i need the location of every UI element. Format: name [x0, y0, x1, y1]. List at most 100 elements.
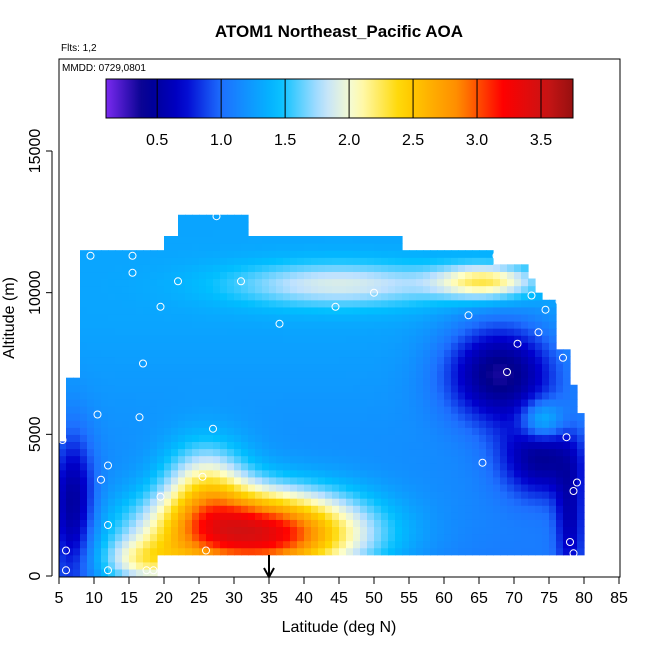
heatmap-cell: [304, 398, 312, 407]
heatmap-cell: [556, 483, 564, 492]
heatmap-cell: [136, 441, 144, 450]
heatmap-cell: [493, 306, 501, 315]
heatmap-cell: [339, 455, 347, 464]
heatmap-cell: [500, 547, 508, 556]
heatmap-cell: [290, 441, 298, 450]
heatmap-cell: [388, 491, 396, 499]
heatmap-cell: [535, 519, 543, 528]
heatmap-cell: [402, 257, 410, 265]
heatmap-cell: [164, 313, 172, 322]
heatmap-cell: [283, 243, 291, 251]
observation-point: [527, 291, 536, 300]
heatmap-cell: [94, 519, 102, 528]
heatmap-cell: [157, 483, 165, 492]
heatmap-cell: [367, 413, 375, 421]
heatmap-cell: [122, 271, 130, 280]
heatmap-cell: [528, 299, 536, 308]
heatmap-cell: [458, 512, 466, 520]
heatmap-cell: [304, 278, 312, 287]
heatmap-cell: [493, 391, 501, 400]
heatmap-cell: [549, 420, 557, 428]
heatmap-cell: [150, 292, 158, 301]
heatmap-cell: [199, 505, 207, 513]
heatmap-cell: [94, 455, 102, 464]
heatmap-cell: [304, 363, 312, 372]
heatmap-cell: [479, 391, 487, 400]
heatmap-cell: [122, 264, 130, 273]
heatmap-cell: [409, 285, 417, 294]
heatmap-cell: [297, 398, 305, 407]
heatmap-cell: [549, 328, 557, 336]
heatmap-cell: [108, 568, 116, 577]
heatmap-cell: [220, 398, 228, 407]
heatmap-cell: [269, 476, 277, 485]
heatmap-cell: [255, 398, 263, 407]
heatmap-cell: [220, 547, 228, 556]
heatmap-cell: [129, 257, 137, 265]
heatmap-cell: [374, 278, 382, 287]
heatmap-cell: [325, 285, 333, 294]
heatmap-cell: [493, 427, 501, 435]
heatmap-cell: [339, 257, 347, 265]
heatmap-cell: [73, 377, 81, 386]
heatmap-cell: [290, 356, 298, 365]
heatmap-cell: [472, 512, 480, 520]
heatmap-cell: [185, 540, 193, 549]
heatmap-cell: [479, 328, 487, 336]
heatmap-cell: [423, 257, 431, 265]
heatmap-cell: [143, 540, 151, 549]
heatmap-cell: [115, 561, 123, 570]
x-tick-label: 50: [365, 590, 383, 607]
heatmap-cell: [129, 455, 137, 464]
heatmap-cell: [479, 420, 487, 428]
heatmap-cell: [395, 533, 403, 542]
heatmap-cell: [374, 285, 382, 294]
heatmap-cell: [563, 349, 571, 358]
heatmap-cell: [248, 483, 256, 492]
heatmap-cell: [325, 441, 333, 450]
heatmap-cell: [556, 413, 564, 421]
heatmap-cell: [472, 356, 480, 365]
heatmap-cell: [472, 526, 480, 535]
heatmap-cell: [395, 243, 403, 251]
heatmap-cell: [339, 335, 347, 343]
heatmap-cell: [108, 427, 116, 435]
heatmap-cell: [472, 462, 480, 471]
heatmap-cell: [409, 483, 417, 492]
heatmap-cell: [311, 491, 319, 499]
heatmap-cell: [549, 342, 557, 350]
heatmap-cell: [178, 526, 186, 535]
heatmap-cell: [101, 554, 109, 563]
heatmap-cell: [416, 469, 424, 478]
heatmap-cell: [500, 335, 508, 343]
heatmap-cell: [507, 434, 515, 443]
heatmap-cell: [248, 377, 256, 386]
heatmap-cell: [80, 512, 88, 520]
heatmap-cell: [94, 363, 102, 372]
heatmap-cell: [276, 342, 284, 350]
heatmap-cell: [157, 448, 165, 457]
heatmap-cell: [570, 398, 578, 407]
heatmap-cell: [325, 526, 333, 535]
heatmap-cell: [220, 321, 228, 329]
heatmap-cell: [276, 491, 284, 499]
heatmap-cell: [339, 406, 347, 414]
heatmap-cell: [87, 356, 95, 365]
heatmap-cell: [430, 505, 438, 513]
y-tick-label: 15000: [27, 129, 44, 174]
heatmap-cell: [500, 491, 508, 499]
heatmap-cell: [339, 236, 347, 244]
heatmap-cell: [136, 342, 144, 350]
heatmap-cell: [514, 321, 522, 329]
heatmap-cell: [395, 257, 403, 265]
heatmap-cell: [283, 448, 291, 457]
heatmap-cell: [206, 462, 214, 471]
heatmap-cell: [276, 519, 284, 528]
heatmap-cell: [304, 377, 312, 386]
heatmap-cell: [171, 313, 179, 322]
heatmap-cell: [185, 221, 193, 230]
heatmap-cell: [479, 264, 487, 273]
heatmap-cell: [353, 413, 361, 421]
heatmap-cell: [241, 228, 249, 237]
heatmap-cell: [521, 483, 529, 492]
